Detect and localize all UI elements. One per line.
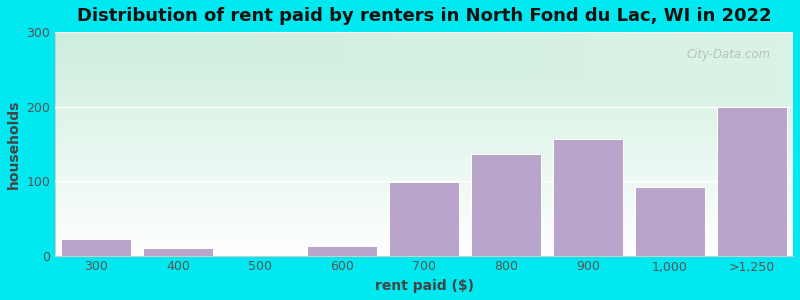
Y-axis label: households: households [7,99,21,188]
Bar [390,182,459,256]
Bar [307,246,377,256]
Bar [143,248,213,256]
Title: Distribution of rent paid by renters in North Fond du Lac, WI in 2022: Distribution of rent paid by renters in … [77,7,771,25]
Bar [635,187,705,256]
Bar [718,107,787,256]
Bar [62,239,131,256]
Text: City-Data.com: City-Data.com [686,48,771,61]
X-axis label: rent paid ($): rent paid ($) [374,279,474,293]
Bar [554,139,623,256]
Bar [471,154,541,256]
